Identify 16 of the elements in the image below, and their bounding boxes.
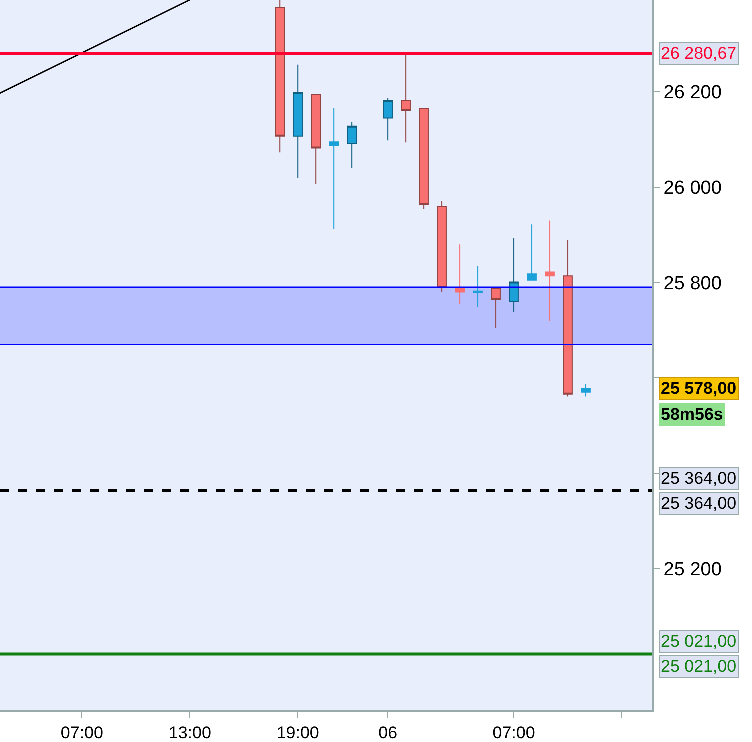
ref-line-label: 25 021,00: [661, 657, 737, 676]
ref-line-label: 25 364,00: [661, 469, 737, 488]
x-tick-label: 06: [378, 723, 398, 742]
x-tick-label: 07:00: [60, 723, 104, 742]
y-tick-label: 26 000: [664, 178, 722, 200]
text: 58m56s: [661, 405, 724, 424]
x-tick-label: 07:00: [492, 723, 536, 742]
x-tick-label: 19:00: [276, 723, 320, 742]
text: 25 364,00: [661, 494, 737, 513]
y-tick-label: 25 800: [664, 273, 722, 294]
x-tick-label: 13:00: [168, 723, 212, 742]
y-tick-label: 25 200: [664, 560, 722, 581]
text: 25 578,00: [661, 379, 737, 398]
y-tick-label: 26 200: [664, 82, 722, 104]
ref-line-label: 26 280,67: [661, 44, 737, 63]
text: 25 021,00: [661, 632, 737, 651]
